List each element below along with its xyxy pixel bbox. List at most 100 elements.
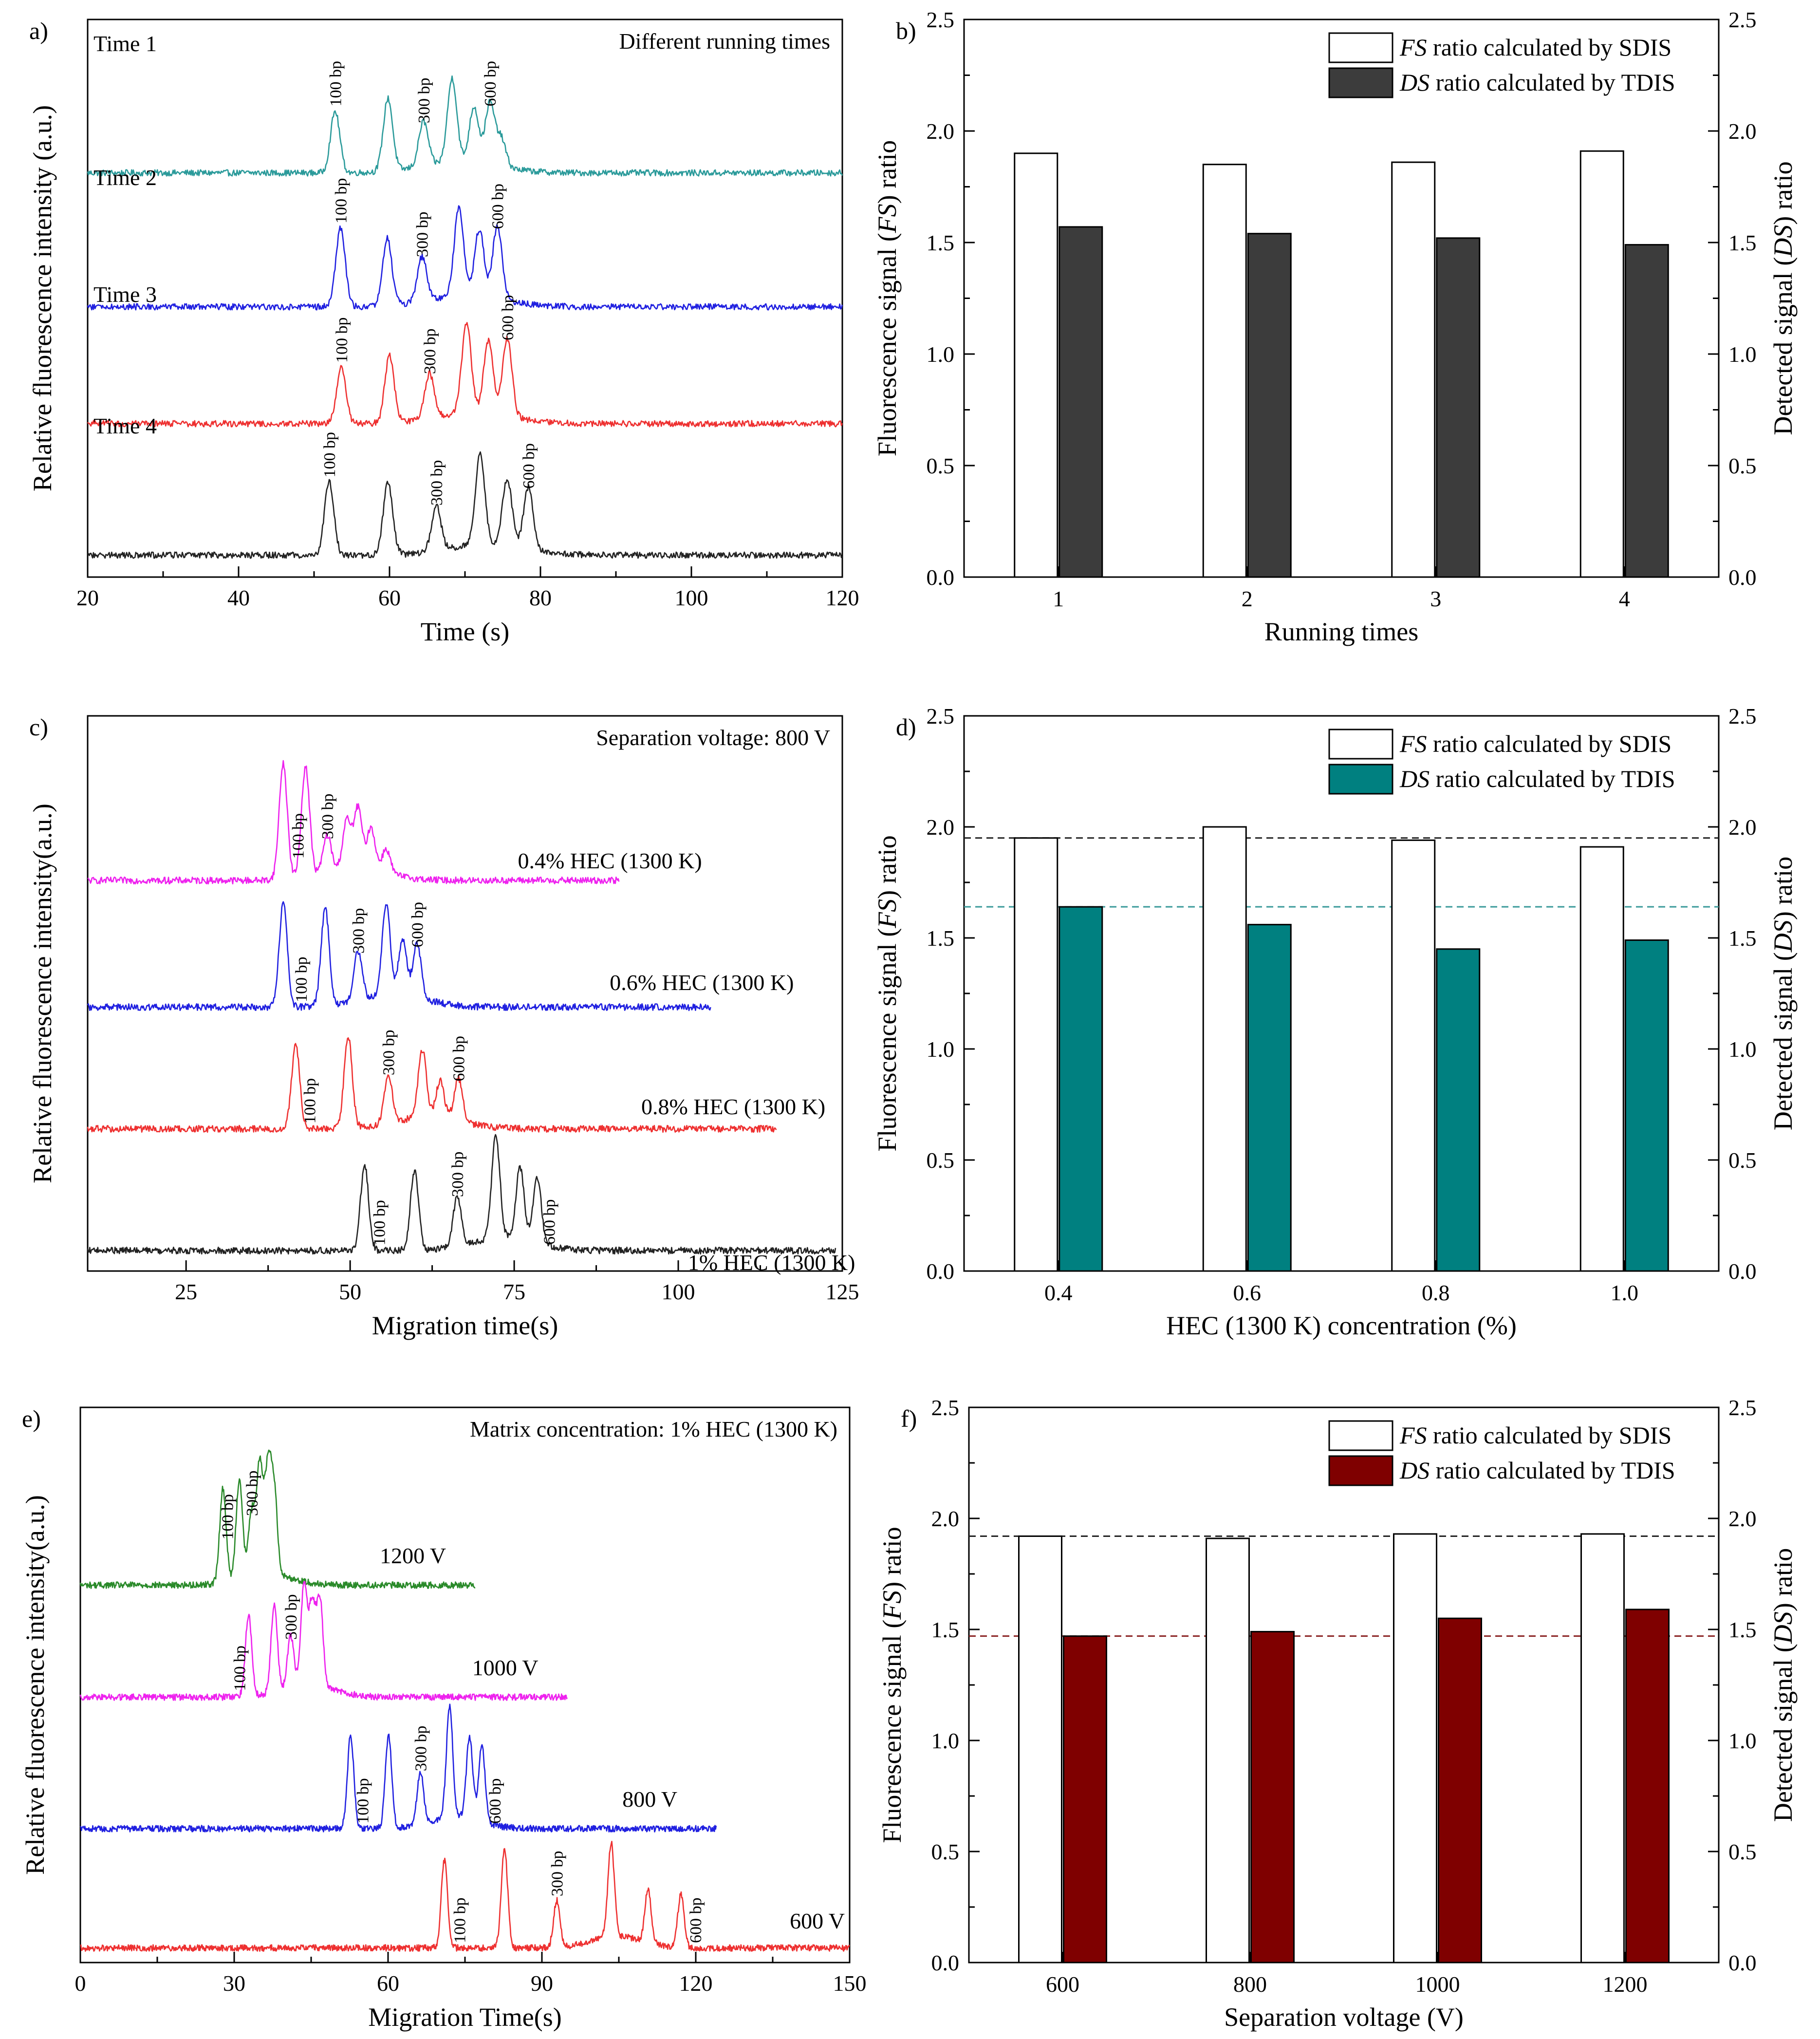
legend-italic: DS bbox=[1399, 765, 1430, 792]
trace-line bbox=[87, 1037, 777, 1133]
peak-label: 600 bp bbox=[541, 1199, 559, 1245]
axis-label-italic: FS bbox=[873, 204, 902, 233]
legend-rest: ratio calculated by TDIS bbox=[1430, 69, 1675, 96]
legend-label: FS ratio calculated by SDIS bbox=[1399, 730, 1671, 757]
x-tick-label: 800 bbox=[1233, 1972, 1267, 1997]
peak-label: 600 bp bbox=[486, 1778, 504, 1824]
y-tick-label-right: 0.0 bbox=[1728, 1259, 1757, 1284]
peak-label: 100 bp bbox=[332, 178, 350, 224]
bar bbox=[1579, 150, 1624, 578]
y-tick-label-left: 2.0 bbox=[931, 1506, 960, 1531]
x-tick-label: 100 bbox=[662, 1279, 695, 1304]
series-label: 800 V bbox=[622, 1787, 677, 1812]
y-tick-label-right: 2.0 bbox=[1728, 119, 1757, 144]
y-tick-label-right: 1.0 bbox=[1728, 1728, 1757, 1753]
legend-italic: FS bbox=[1399, 730, 1427, 757]
bar bbox=[1393, 1533, 1437, 1964]
y-axis-label-left: Fluorescence signal (FS) ratio bbox=[877, 1527, 907, 1843]
panel-letter: c) bbox=[29, 713, 48, 741]
peak-label: 300 bp bbox=[449, 1152, 467, 1197]
peak-label: 100 bp bbox=[371, 1200, 389, 1246]
x-tick-label: 30 bbox=[223, 1971, 245, 1996]
series-label: Time 4 bbox=[93, 413, 157, 438]
series-label: 1% HEC (1300 K) bbox=[688, 1250, 855, 1275]
peak-label: 300 bp bbox=[412, 1726, 430, 1772]
bar bbox=[1059, 226, 1103, 578]
peak-label: 300 bp bbox=[282, 1594, 300, 1640]
peak-label: 300 bp bbox=[421, 329, 439, 374]
x-axis-label: Running times bbox=[1264, 617, 1419, 646]
plot-frame bbox=[87, 715, 843, 1272]
x-tick-label: 0.6 bbox=[1233, 1280, 1262, 1305]
bar bbox=[1014, 152, 1059, 578]
bar bbox=[1059, 906, 1103, 1272]
x-tick-label: 150 bbox=[833, 1971, 867, 1996]
y-tick-label-left: 2.5 bbox=[927, 704, 955, 729]
legend-label: DS ratio calculated by TDIS bbox=[1399, 765, 1675, 792]
y-tick-label-left: 0.5 bbox=[927, 453, 955, 478]
series-label: 0.4% HEC (1300 K) bbox=[518, 848, 702, 873]
y-tick-label-left: 0.0 bbox=[927, 565, 955, 590]
x-tick-label: 125 bbox=[826, 1279, 859, 1304]
x-tick-label: 1000 bbox=[1415, 1972, 1460, 1997]
y-tick-label-right: 2.0 bbox=[1728, 815, 1757, 840]
axis-label-italic: FS bbox=[877, 1590, 907, 1620]
bar bbox=[1202, 164, 1247, 578]
legend-rest: ratio calculated by SDIS bbox=[1427, 730, 1672, 757]
trace-line bbox=[80, 1841, 850, 1952]
axis-label-part: Fluorescence signal ( bbox=[873, 233, 902, 456]
axis-label-italic: DS bbox=[1768, 920, 1798, 953]
x-tick-label: 75 bbox=[503, 1279, 525, 1304]
x-tick-label: 50 bbox=[339, 1279, 361, 1304]
y-tick-label-right: 0.5 bbox=[1728, 1148, 1757, 1173]
y-tick-label-left: 2.0 bbox=[927, 815, 955, 840]
bar bbox=[1624, 939, 1669, 1272]
x-tick-label: 1.0 bbox=[1611, 1280, 1639, 1305]
y-tick-label-left: 1.5 bbox=[927, 230, 955, 255]
panel-letter: f) bbox=[901, 1405, 917, 1432]
y-axis-label-left: Fluorescence signal (FS) ratio bbox=[873, 140, 902, 456]
y-axis-label: Relative fluorescence intensity(a.u.) bbox=[20, 1495, 50, 1875]
axis-label-part: ) ratio bbox=[873, 140, 902, 204]
trace-line bbox=[87, 205, 843, 311]
x-tick-label: 100 bbox=[675, 585, 708, 610]
series-label: Time 2 bbox=[93, 165, 157, 190]
trace-line bbox=[87, 901, 711, 1011]
x-tick-label: 600 bbox=[1046, 1972, 1079, 1997]
legend-rest: ratio calculated by TDIS bbox=[1430, 765, 1675, 792]
bar bbox=[1206, 1537, 1250, 1964]
legend-swatch bbox=[1328, 729, 1393, 760]
legend-italic: FS bbox=[1399, 34, 1427, 61]
peak-label: 100 bp bbox=[231, 1646, 249, 1691]
peak-label: 300 bp bbox=[414, 212, 432, 258]
series-label: 0.6% HEC (1300 K) bbox=[610, 970, 794, 995]
y-axis-label: Relative fluorescence intensity(a.u.) bbox=[28, 804, 57, 1183]
bar bbox=[1250, 1631, 1295, 1964]
series-label: 1200 V bbox=[380, 1543, 446, 1568]
y-axis-label-left: Fluorescence signal (FS) ratio bbox=[873, 835, 902, 1151]
legend-swatch bbox=[1328, 67, 1393, 98]
legend-italic: DS bbox=[1399, 69, 1430, 96]
panel-letter: b) bbox=[896, 17, 916, 44]
x-tick-label: 1 bbox=[1053, 586, 1064, 611]
peak-label: 100 bp bbox=[301, 1078, 319, 1124]
x-tick-label: 3 bbox=[1430, 586, 1441, 611]
legend-swatch bbox=[1328, 32, 1393, 63]
y-tick-label-right: 0.5 bbox=[1728, 453, 1757, 478]
x-tick-label: 80 bbox=[529, 585, 552, 610]
y-tick-label-left: 2.5 bbox=[927, 7, 955, 32]
trace-line bbox=[87, 322, 843, 428]
trace-line bbox=[79, 1703, 717, 1833]
peak-label: 600 bp bbox=[499, 295, 517, 341]
peak-label: 300 bp bbox=[380, 1030, 398, 1076]
y-tick-label-right: 1.0 bbox=[1728, 1037, 1757, 1062]
trace-line bbox=[87, 75, 843, 177]
bar bbox=[1436, 948, 1481, 1272]
peak-label: 600 bp bbox=[687, 1897, 705, 1943]
legend-italic: FS bbox=[1399, 1422, 1427, 1449]
bar bbox=[1579, 846, 1624, 1272]
axis-label-italic: DS bbox=[1768, 225, 1798, 258]
legend-label: DS ratio calculated by TDIS bbox=[1399, 69, 1675, 96]
